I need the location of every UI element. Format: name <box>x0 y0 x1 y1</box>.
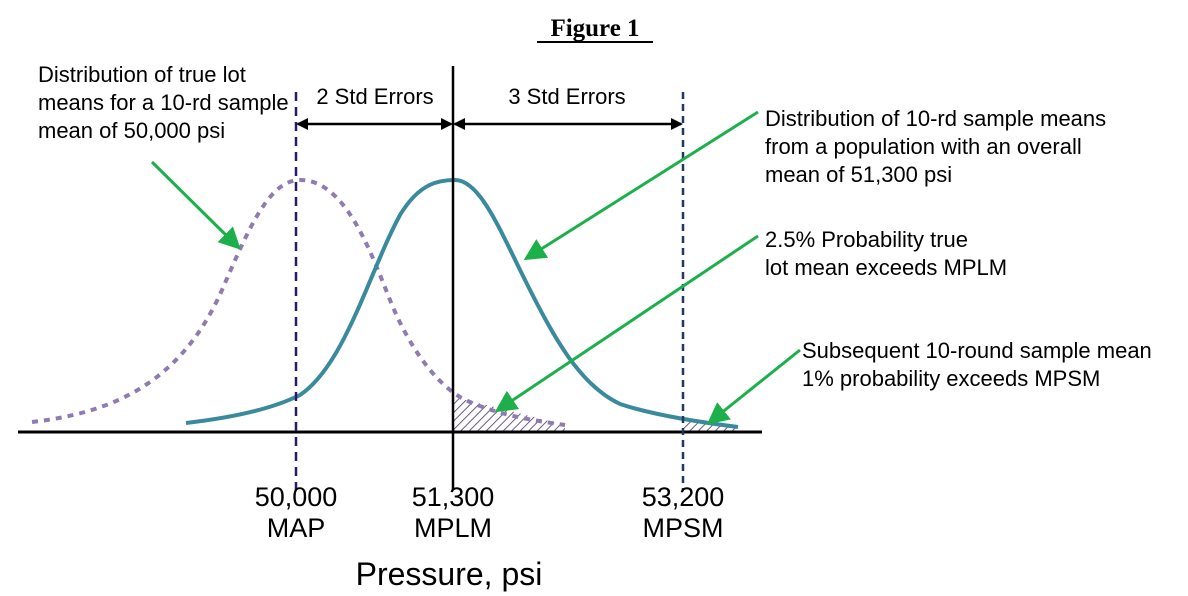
span-right-label: 3 Std Errors <box>508 84 625 109</box>
tick-value-mpsm: 53,200 <box>642 482 725 512</box>
prob-1-annotation-line: 1% probability exceeds MPSM <box>802 366 1100 391</box>
sample-means-annotation-line: Distribution of 10-rd sample means <box>765 106 1106 131</box>
tick-value-map: 50,000 <box>255 482 338 512</box>
sample-means-annotation-line: from a population with an overall <box>765 134 1082 159</box>
axis-title: Pressure, psi <box>356 556 543 592</box>
span-left-label: 2 Std Errors <box>316 84 433 109</box>
prob-1-annotation-line: Subsequent 10-round sample mean <box>802 338 1152 363</box>
tick-name-map: MAP <box>267 513 326 543</box>
prob-2-5-annotation: 2.5% Probability true lot mean exceeds M… <box>765 227 1007 280</box>
tick-name-mpsm: MPSM <box>643 513 724 543</box>
tick-name-mplm: MPLM <box>414 513 492 543</box>
prob-1-arrow <box>706 348 801 425</box>
true-lot-arrow <box>150 160 241 250</box>
true-lot-annotation-line: means for a 10-rd sample <box>38 90 289 115</box>
prob-2-5-annotation-line: lot mean exceeds MPLM <box>765 255 1007 280</box>
prob-1-annotation: Subsequent 10-round sample mean 1% proba… <box>802 338 1158 391</box>
sample-means-arrow <box>523 110 759 261</box>
true-lot-annotation-line: mean of 50,000 psi <box>38 118 225 143</box>
true-lot-means-curve <box>31 177 566 427</box>
true-lot-annotation-line: Distribution of true lot <box>38 62 246 87</box>
prob-2-5-arrow <box>494 234 759 413</box>
sample-means-curve <box>185 177 739 429</box>
prob-2-5-annotation-line: 2.5% Probability true <box>765 227 968 252</box>
figure-title: Figure 1 <box>550 15 639 42</box>
true-lot-annotation: Distribution of true lot means for a 10-… <box>38 62 295 143</box>
sample-means-annotation-line: mean of 51,300 psi <box>765 162 952 187</box>
sample-means-annotation: Distribution of 10-rd sample means from … <box>765 106 1112 187</box>
tick-value-mplm: 51,300 <box>412 482 495 512</box>
